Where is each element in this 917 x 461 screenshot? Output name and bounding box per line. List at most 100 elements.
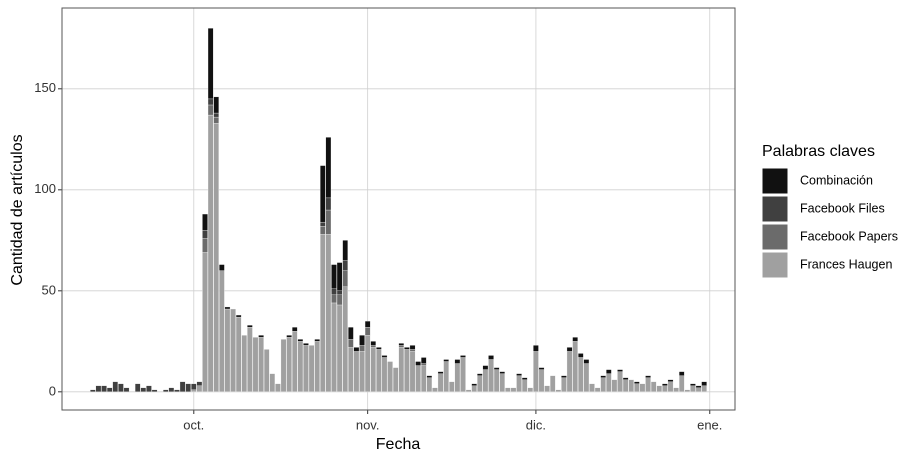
plot-panel [62,8,735,410]
bar-segment [583,359,590,364]
bar-segment [191,389,197,392]
bar-segment [359,345,365,352]
bar-segment [477,373,483,376]
bar-segment [252,337,259,392]
bar-segment [415,365,421,392]
bar-segment [650,381,657,392]
bar-segment [370,345,377,348]
bar-segment [622,379,629,392]
bar-segment [449,381,455,392]
bar-segment [420,357,427,364]
bar-segment [499,371,506,374]
legend-swatch [761,251,789,279]
bar-segment [325,197,332,211]
bar-segment [213,116,219,124]
bar-segment [297,341,304,392]
bar-segment [336,304,343,392]
bar-segment [185,383,191,392]
bar-segment [634,381,640,384]
bar-segment [460,355,466,358]
bar-segment [118,383,124,392]
bar-segment [353,351,360,392]
bar-segment [482,369,489,392]
legend-swatch [761,167,789,195]
bar-segment [280,339,287,392]
bar-segment [207,104,214,116]
bar-segment [667,379,674,382]
bar-segment [493,369,500,392]
bar-segment [488,355,494,360]
bar-segment [443,359,449,362]
bar-segment [230,308,236,392]
bar-segment [404,347,410,350]
bar-segment [398,343,405,346]
bar-segment [247,327,253,392]
bar-segment [538,367,545,370]
bar-segment [275,383,281,392]
bar-segment [207,114,214,392]
bar-segment [533,351,539,392]
bar-segment [628,379,634,392]
bar-segment [600,377,606,392]
bar-segment [662,383,668,386]
bar-segment [202,213,208,231]
bar-segment [617,371,623,392]
bar-segment [370,341,377,346]
bar-segment [247,325,253,328]
bar-segment [364,320,371,328]
bar-segment [101,385,107,392]
bar-segment [611,379,618,392]
bar-segment [454,363,461,392]
bar-segment [409,351,416,392]
bar-segment [684,389,691,392]
x-axis-title: Fecha [376,436,421,453]
bar-segment [342,240,348,261]
bar-segment [342,270,348,287]
bar-segment [437,373,444,392]
bar-segment [622,377,629,380]
bar-segment [656,385,663,392]
bar-segment [325,209,332,235]
bar-segment [634,383,640,392]
bar-segment [678,375,685,392]
bar-segment [213,112,219,118]
bar-segment [499,373,506,392]
bar-segment [376,347,382,350]
bar-segment [320,226,326,235]
bar-segment [370,347,377,392]
bar-segment [667,381,674,392]
bar-segment [426,377,433,392]
bar-segment [606,373,612,392]
bar-segment [381,355,388,358]
bar-segment [454,359,461,364]
bar-segment [566,351,573,392]
bar-segment [140,387,147,392]
bar-segment [521,377,528,380]
bar-segment [690,385,696,392]
x-tick-label: nov. [356,417,380,432]
bar-segment [146,385,152,392]
bar-segment [207,98,214,106]
bar-segment [202,238,208,253]
legend-label: Frances Haugen [800,257,892,271]
bar-segment [342,286,348,392]
bar-segment [331,288,337,296]
bar-segment [106,387,113,392]
bar-segment [510,387,517,392]
bar-segment [258,337,264,392]
bar-segment [578,357,584,392]
bar-segment [196,385,203,392]
bar-segment [589,383,595,392]
bar-segment [213,122,219,392]
bar-segment [224,306,231,310]
bar-segment [549,375,556,392]
bar-segment [134,383,141,392]
legend-swatch [761,195,789,223]
bar-segment [235,316,242,392]
bar-segment [258,335,264,338]
bar-segment [207,28,214,100]
bar-segment [572,341,578,392]
bar-segment [325,137,332,199]
bar-segment [314,339,320,342]
